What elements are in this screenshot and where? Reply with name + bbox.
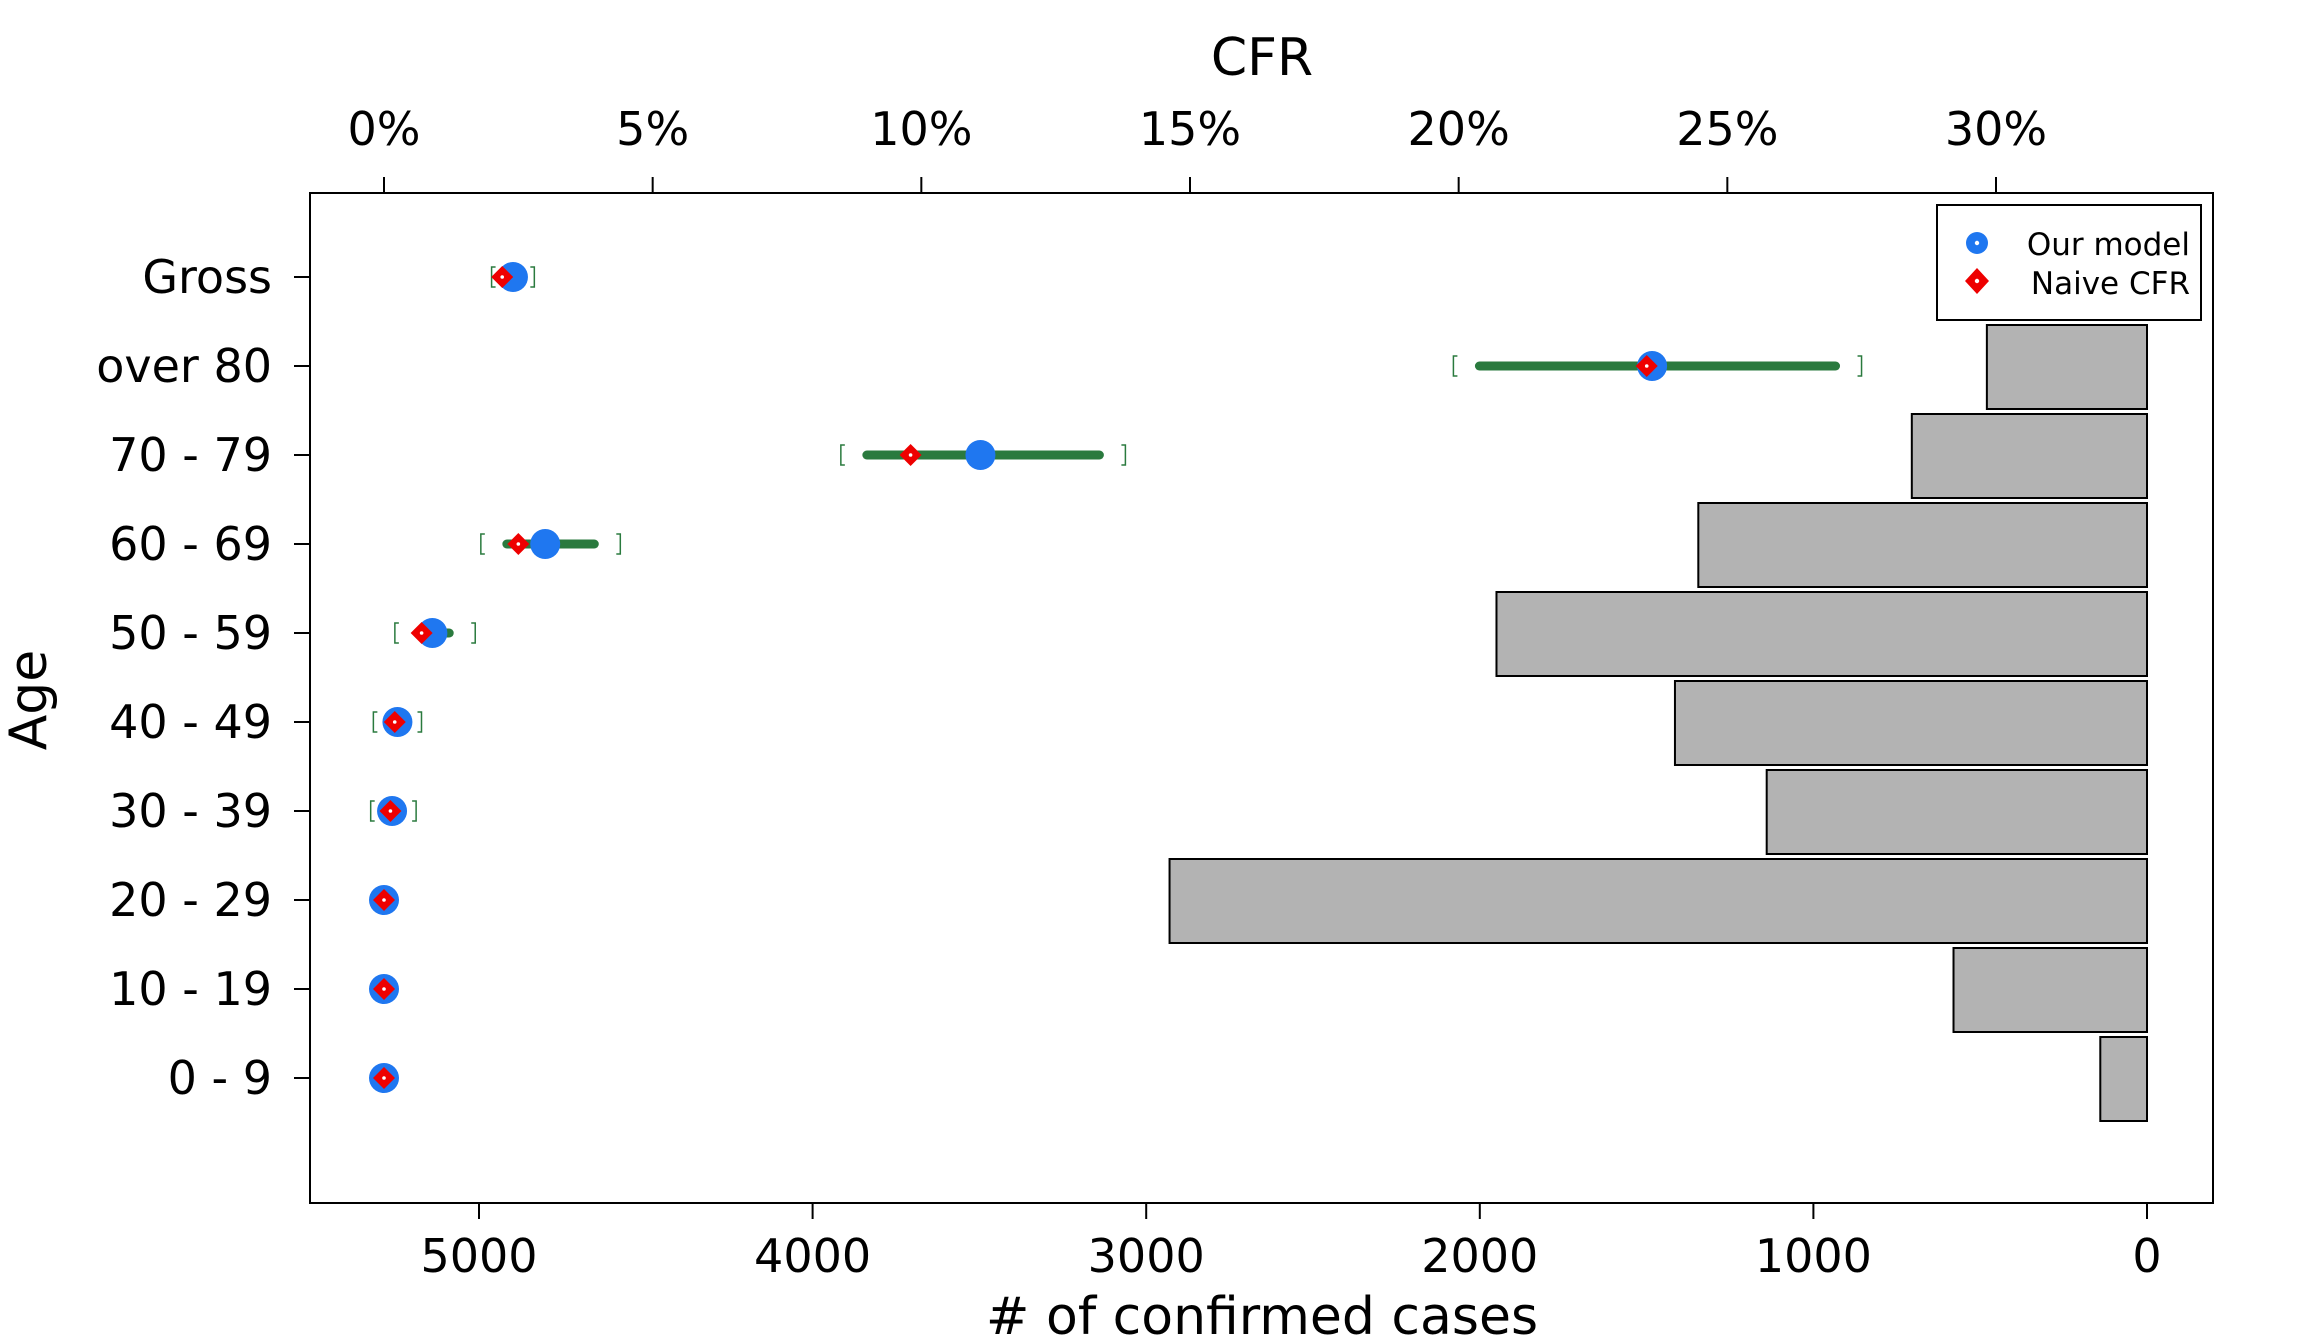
top-tick-label-5: 5%: [616, 102, 689, 156]
point-naive-center-Gross: [500, 275, 505, 279]
category-label-50-59: 50 - 59: [109, 606, 272, 660]
top-tick-label-20: 20%: [1408, 102, 1510, 156]
ci-bracket-left-50-59: [394, 622, 399, 644]
category-label-40-49: 40 - 49: [109, 695, 272, 749]
legend-box: [1936, 204, 2202, 321]
category-label-30-39: 30 - 39: [109, 784, 272, 838]
top-tick-label-10: 10%: [870, 102, 972, 156]
point-naive-center-10-19: [382, 987, 386, 991]
legend-marker-naive-cfr-dot: [1974, 278, 1980, 284]
point-naive-center-0-9: [382, 1076, 386, 1080]
bar-60-69: [1697, 502, 2148, 588]
ci-bracket-right-40-49: [417, 711, 423, 733]
legend-item-naive-cfr: Naive CFR: [1965, 266, 2190, 302]
histogram-bars: [1168, 324, 2149, 1122]
bar-30-39: [1765, 769, 2149, 855]
point-naive-center-70-79: [908, 453, 913, 457]
bottom-axis-label: # of confirmed cases: [986, 1287, 1538, 1344]
ci-bracket-right-60-69: [616, 533, 622, 555]
confidence-intervals: [369, 266, 1863, 822]
ci-bracket-left-70-79: [840, 444, 845, 466]
category-label-over80: over 80: [96, 339, 272, 393]
bottom-axis: 5000 4000 3000 2000 1000 0: [420, 1203, 2162, 1283]
category-label-20-29: 20 - 29: [109, 873, 272, 927]
bar-50-59: [1495, 591, 2148, 677]
bottom-tick-label-1000: 1000: [1755, 1229, 1872, 1283]
left-axis: Gross over 80 70 - 79 60 - 69 50 - 59 40 - 49…: [96, 250, 310, 1105]
legend-marker-our-model-dot: [1974, 240, 1980, 246]
legend-label-our-model: Our model: [2027, 227, 2190, 263]
point-naive-center-60-69: [516, 542, 521, 546]
ci-bracket-right-50-59: [471, 622, 476, 644]
bottom-tick-label-2000: 2000: [1421, 1229, 1538, 1283]
ci-bracket-right-70-79: [1121, 444, 1127, 466]
top-tick-label-15: 15%: [1139, 102, 1241, 156]
ci-bracket-left-30-39: [369, 800, 375, 822]
top-axis: 0% 5% 10% 15% 20% 25% 30%: [348, 102, 2047, 193]
bar-10-19: [1952, 947, 2148, 1033]
bottom-tick-label-5000: 5000: [420, 1229, 537, 1283]
category-label-60-69: 60 - 69: [109, 517, 272, 571]
bar-0-9: [2099, 1036, 2148, 1122]
ci-bracket-right-Gross: [530, 266, 536, 288]
legend-item-our-model: Our model: [1966, 227, 2190, 263]
cfr-points: [369, 262, 1668, 1093]
point-naive-center-30-39: [388, 809, 393, 813]
ci-bracket-right-over80: [1857, 355, 1863, 377]
point-our-model-70-79: [965, 440, 996, 470]
point-naive-center-over80: [1644, 364, 1649, 368]
bottom-tick-label-0: 0: [2132, 1229, 2161, 1283]
bar-20-29: [1168, 858, 2148, 944]
top-axis-label: CFR: [1211, 28, 1313, 88]
category-label-0-9: 0 - 9: [168, 1051, 272, 1105]
ci-bracket-left-40-49: [372, 711, 378, 733]
top-tick-label-30: 30%: [1945, 102, 2047, 156]
ci-bracket-left-60-69: [480, 533, 485, 555]
legend-label-naive-cfr: Naive CFR: [2031, 266, 2190, 302]
ci-bracket-left-over80: [1452, 355, 1458, 377]
category-label-Gross: Gross: [142, 250, 272, 304]
point-our-model-60-69: [530, 529, 561, 559]
point-naive-center-20-29: [382, 898, 386, 902]
bar-70-79: [1910, 413, 2149, 499]
bar-40-49: [1673, 680, 2149, 766]
y-axis-label: Age: [0, 650, 59, 751]
bottom-tick-label-3000: 3000: [1088, 1229, 1205, 1283]
top-tick-label-0: 0%: [348, 102, 421, 156]
top-tick-label-25: 25%: [1676, 102, 1778, 156]
category-label-70-79: 70 - 79: [109, 428, 272, 482]
point-naive-center-50-59: [419, 631, 424, 635]
plot-frame: [309, 192, 2214, 1204]
bar-over80: [1985, 324, 2148, 410]
ci-bracket-right-30-39: [412, 800, 417, 822]
legend: Our model Naive CFR: [1936, 204, 2202, 321]
category-label-10-19: 10 - 19: [109, 962, 272, 1016]
point-naive-center-40-49: [392, 720, 397, 724]
bottom-tick-label-4000: 4000: [754, 1229, 871, 1283]
